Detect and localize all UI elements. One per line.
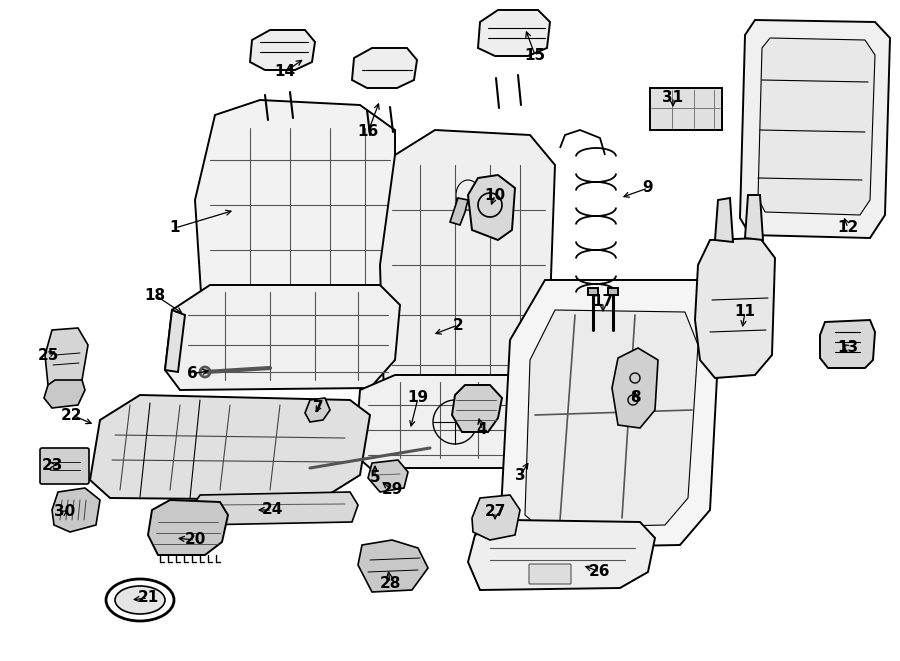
Polygon shape xyxy=(758,38,875,215)
Text: 10: 10 xyxy=(484,188,506,202)
Polygon shape xyxy=(305,398,330,422)
Text: 27: 27 xyxy=(484,504,506,520)
Polygon shape xyxy=(525,310,698,528)
Polygon shape xyxy=(148,500,228,555)
Text: 14: 14 xyxy=(274,65,295,79)
Text: 29: 29 xyxy=(382,483,402,498)
Polygon shape xyxy=(740,20,890,238)
Polygon shape xyxy=(90,395,370,500)
Text: 25: 25 xyxy=(37,348,58,362)
Polygon shape xyxy=(368,460,408,492)
Polygon shape xyxy=(52,488,100,532)
Text: 12: 12 xyxy=(837,221,859,235)
Polygon shape xyxy=(715,198,733,242)
Polygon shape xyxy=(452,385,502,432)
Text: 13: 13 xyxy=(837,340,859,356)
Text: 23: 23 xyxy=(41,457,63,473)
Ellipse shape xyxy=(115,586,165,614)
Polygon shape xyxy=(390,408,535,432)
Text: 18: 18 xyxy=(144,288,166,303)
Polygon shape xyxy=(468,175,515,240)
Polygon shape xyxy=(210,330,350,355)
FancyBboxPatch shape xyxy=(40,448,89,484)
Text: 1: 1 xyxy=(170,221,180,235)
Polygon shape xyxy=(500,280,720,548)
Text: 5: 5 xyxy=(370,469,381,485)
Text: 24: 24 xyxy=(261,502,283,518)
Polygon shape xyxy=(355,375,555,468)
FancyBboxPatch shape xyxy=(650,88,722,130)
Polygon shape xyxy=(165,285,400,390)
Polygon shape xyxy=(195,100,395,355)
Text: 16: 16 xyxy=(357,124,379,139)
Polygon shape xyxy=(612,348,658,428)
Text: 20: 20 xyxy=(184,533,206,547)
Text: 15: 15 xyxy=(525,48,545,63)
Polygon shape xyxy=(190,492,358,525)
Polygon shape xyxy=(44,380,85,408)
Polygon shape xyxy=(358,540,428,592)
Text: 3: 3 xyxy=(515,469,526,483)
Polygon shape xyxy=(745,195,763,240)
Polygon shape xyxy=(695,238,775,378)
Text: 30: 30 xyxy=(54,504,76,520)
Text: 9: 9 xyxy=(643,180,653,196)
Text: 26: 26 xyxy=(590,564,611,580)
Polygon shape xyxy=(468,520,655,590)
Polygon shape xyxy=(472,495,520,540)
Text: 22: 22 xyxy=(61,407,83,422)
Polygon shape xyxy=(165,310,185,372)
Polygon shape xyxy=(588,288,598,295)
Text: 6: 6 xyxy=(186,366,197,381)
Text: 17: 17 xyxy=(592,295,614,309)
Text: 28: 28 xyxy=(379,576,400,590)
Polygon shape xyxy=(250,30,315,70)
Text: 19: 19 xyxy=(408,391,428,405)
Text: 8: 8 xyxy=(630,391,640,405)
Text: 4: 4 xyxy=(477,422,487,438)
Text: 7: 7 xyxy=(312,401,323,416)
Polygon shape xyxy=(352,48,417,88)
FancyBboxPatch shape xyxy=(529,564,571,584)
Polygon shape xyxy=(450,198,468,225)
Text: 2: 2 xyxy=(453,317,464,332)
Text: 11: 11 xyxy=(734,305,755,319)
Polygon shape xyxy=(380,130,555,430)
Polygon shape xyxy=(608,288,618,295)
Text: 21: 21 xyxy=(138,590,158,605)
Ellipse shape xyxy=(106,579,174,621)
Polygon shape xyxy=(820,320,875,368)
Polygon shape xyxy=(45,328,88,390)
Text: 31: 31 xyxy=(662,89,684,104)
Polygon shape xyxy=(478,10,550,56)
